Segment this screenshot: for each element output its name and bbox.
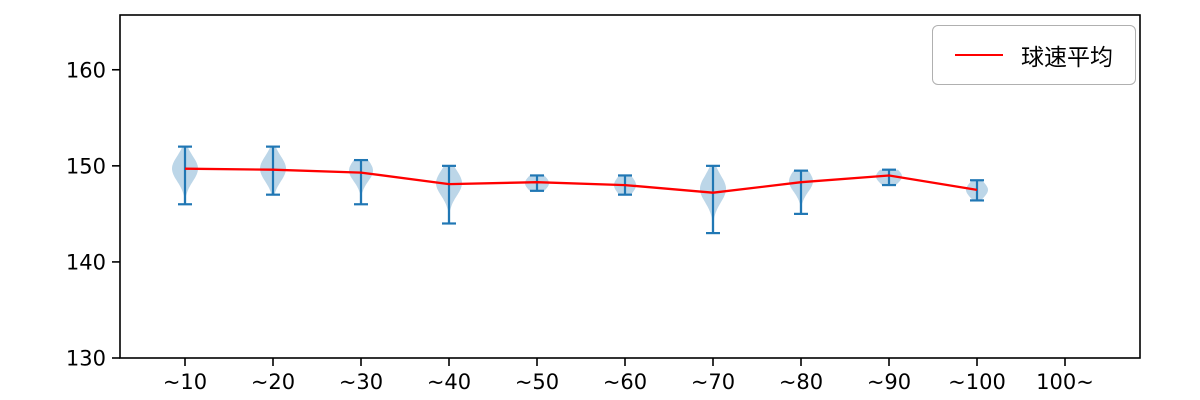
legend-label: 球速平均 [1021, 45, 1113, 71]
svg-text:~40: ~40 [427, 370, 471, 394]
svg-text:~70: ~70 [691, 370, 735, 394]
svg-text:~80: ~80 [779, 370, 823, 394]
svg-text:~100: ~100 [948, 370, 1006, 394]
svg-text:~10: ~10 [163, 370, 207, 394]
svg-text:~50: ~50 [515, 370, 559, 394]
svg-text:100~: 100~ [1036, 370, 1094, 394]
svg-text:150: 150 [66, 154, 106, 178]
svg-text:~60: ~60 [603, 370, 647, 394]
svg-text:~20: ~20 [251, 370, 295, 394]
svg-text:~90: ~90 [867, 370, 911, 394]
svg-text:130: 130 [66, 347, 106, 371]
svg-text:160: 160 [66, 58, 106, 82]
legend: 球速平均 [932, 25, 1136, 85]
legend-red-line-icon [955, 54, 1003, 56]
svg-text:140: 140 [66, 250, 106, 274]
svg-text:~30: ~30 [339, 370, 383, 394]
